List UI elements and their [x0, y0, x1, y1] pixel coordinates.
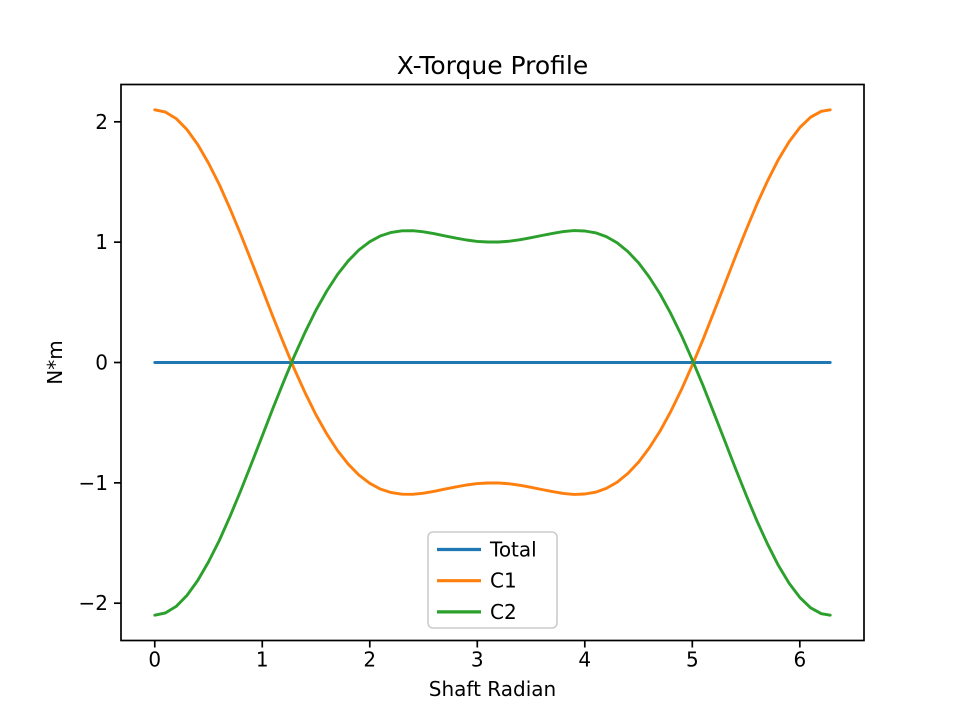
- legend-box: [427, 531, 558, 629]
- x-tick-label: 0: [148, 648, 161, 672]
- x-tick-label: 1: [256, 648, 269, 672]
- y-tick-label: 2: [95, 110, 108, 134]
- x-tick-label: 6: [793, 648, 806, 672]
- legend-label-total: Total: [489, 538, 537, 562]
- x-tick-label: 4: [578, 648, 591, 672]
- y-tick-label: 0: [95, 351, 108, 375]
- legend-label-c1: C1: [490, 569, 517, 593]
- chart-title: X-Torque Profile: [397, 51, 589, 80]
- series-line-c2: [153, 229, 832, 617]
- x-tick-label: 3: [471, 648, 484, 672]
- y-tick-label: 1: [95, 230, 108, 254]
- y-tick-label: −2: [79, 591, 108, 615]
- x-axis-label: Shaft Radian: [429, 677, 556, 701]
- x-tick-label: 5: [686, 648, 699, 672]
- legend-label-c2: C2: [490, 600, 517, 624]
- y-axis-label: N*m: [43, 340, 67, 384]
- y-tick-label: −1: [79, 471, 108, 495]
- x-tick-label: 2: [363, 648, 376, 672]
- series-line-c1: [153, 108, 832, 496]
